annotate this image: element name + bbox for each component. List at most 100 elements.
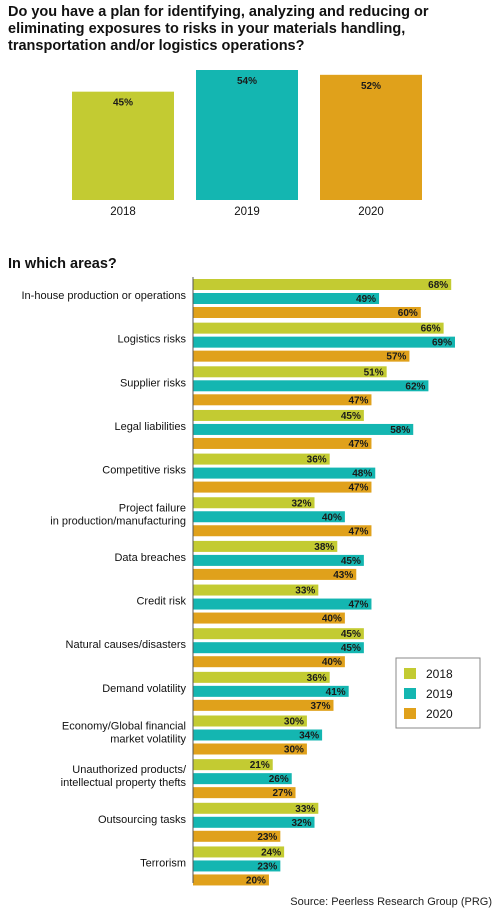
bar-2019-13 (193, 860, 281, 872)
bar-2020-13 (193, 874, 269, 886)
bar-value-2019-3: 58% (390, 425, 410, 436)
bar-value-2019-6: 45% (341, 556, 361, 567)
bar-2020-4 (193, 481, 372, 493)
bar-value-2019-1: 69% (432, 338, 452, 349)
category-label: Data breaches (114, 552, 186, 564)
bar-2019-12 (193, 816, 315, 828)
bar-value-2020-11: 27% (273, 788, 293, 799)
bar-label-2018: 45% (113, 98, 133, 109)
bar-value-2020-2: 47% (348, 395, 368, 406)
bar-value-2019-5: 40% (322, 512, 342, 523)
bar-value-2018-11: 21% (250, 760, 270, 771)
bar-value-2018-10: 30% (284, 717, 304, 728)
bar-2018-9 (193, 671, 330, 683)
bar-value-2018-9: 36% (307, 673, 327, 684)
x-tick-2018: 2018 (110, 206, 136, 218)
bar-2019-3 (193, 423, 414, 435)
category-label: Natural causes/disasters (66, 639, 187, 651)
bar-2018-8 (193, 628, 364, 640)
bar-2020-0 (193, 307, 421, 318)
bar-value-2018-6: 38% (314, 542, 334, 553)
category-label-line2: intellectual property thefts (61, 777, 187, 789)
bar-value-2020-4: 47% (348, 483, 368, 494)
chart-title-areas: In which areas? (8, 256, 117, 272)
category-label: Logistics risks (118, 334, 187, 346)
bar-2019-8 (193, 642, 364, 654)
bar-value-2018-8: 45% (341, 629, 361, 640)
bar-value-2018-5: 32% (291, 498, 311, 509)
category-label: Supplier risks (120, 377, 187, 389)
bar-value-2018-1: 66% (421, 324, 441, 335)
category-label: Credit risk (136, 596, 186, 608)
bar-value-2019-4: 48% (352, 469, 372, 480)
bar-value-2020-5: 47% (348, 526, 368, 537)
bar-2018-5 (193, 497, 315, 509)
legend-label-2018: 2018 (426, 667, 453, 681)
bar-2020 (320, 74, 422, 200)
bar-2019-6 (193, 554, 364, 566)
bar-label-2020: 52% (361, 81, 381, 92)
category-label: Competitive risks (102, 465, 186, 477)
bar-value-2018-13: 24% (261, 847, 281, 858)
category-label: Unauthorized products/ (72, 764, 187, 776)
x-tick-2019: 2019 (234, 206, 260, 218)
source-note: Source: Peerless Research Group (PRG) (290, 896, 492, 908)
bar-value-2018-4: 36% (307, 455, 327, 466)
category-label: Legal liabilities (114, 421, 186, 433)
bar-2018-6 (193, 540, 338, 552)
category-label: Project failure (119, 502, 186, 514)
bar-2019-9 (193, 685, 349, 697)
bar-value-2020-7: 40% (322, 614, 342, 625)
bar-value-2019-7: 47% (348, 600, 368, 611)
bar-value-2018-12: 33% (295, 804, 315, 815)
bar-value-2020-12: 23% (257, 832, 277, 843)
bar-value-2019-12: 32% (291, 818, 311, 829)
bar-value-2020-0: 60% (398, 308, 418, 319)
bar-2019-1 (193, 336, 455, 348)
bar-value-2019-10: 34% (299, 731, 319, 742)
bar-value-2019-0: 49% (356, 294, 376, 305)
bar-value-2020-6: 43% (333, 570, 353, 581)
bar-value-2019-8: 45% (341, 643, 361, 654)
bar-2019-2 (193, 380, 429, 392)
bar-2020-5 (193, 525, 372, 537)
category-label: Economy/Global financial (62, 721, 186, 733)
x-tick-2020: 2020 (358, 206, 384, 218)
bar-2018-3 (193, 409, 364, 421)
bar-2018 (72, 91, 174, 200)
bar-2018-7 (193, 584, 319, 596)
bar-2020-2 (193, 394, 372, 406)
bar-2018-11 (193, 759, 273, 771)
bar-2018-1 (193, 322, 444, 334)
chart-title-plan: Do you have a plan for identifying, anal… (8, 4, 429, 54)
bar-2018-12 (193, 802, 319, 814)
bar-2020-8 (193, 656, 345, 668)
bar-value-2018-7: 33% (295, 586, 315, 597)
bar-2020-7 (193, 612, 345, 624)
bar-value-2020-8: 40% (322, 657, 342, 668)
bar-2019-4 (193, 467, 376, 479)
bar-2019-5 (193, 511, 345, 523)
bar-2020-10 (193, 743, 307, 755)
bar-value-2019-2: 62% (405, 381, 425, 392)
bar-2019-7 (193, 598, 372, 610)
bar-value-2020-1: 57% (386, 352, 406, 363)
bar-2020-3 (193, 437, 372, 449)
bar-value-2019-11: 26% (269, 774, 289, 785)
bar-2020-6 (193, 568, 357, 580)
bar-2018-13 (193, 846, 285, 858)
bar-value-2020-9: 37% (310, 701, 330, 712)
bar-value-2020-3: 47% (348, 439, 368, 450)
bar-value-2020-10: 30% (284, 745, 304, 756)
bar-2019-11 (193, 773, 292, 785)
bar-2020-1 (193, 350, 410, 362)
bar-2020-9 (193, 699, 334, 711)
bar-label-2019: 54% (237, 76, 257, 87)
bar-value-2019-9: 41% (326, 687, 346, 698)
category-label-line2: market volatility (110, 734, 186, 746)
legend-label-2020: 2020 (426, 707, 453, 721)
bar-2019 (196, 70, 298, 200)
legend-swatch-2019 (404, 688, 416, 699)
legend-label-2019: 2019 (426, 687, 453, 701)
